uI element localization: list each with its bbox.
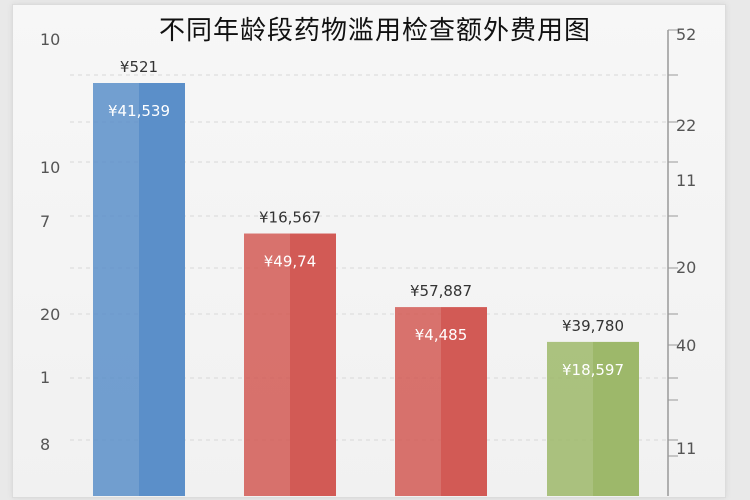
bar <box>593 341 639 496</box>
bar-inner-label: ¥41,539 <box>108 102 170 120</box>
bar-inner-label: ¥4,485 <box>415 326 468 344</box>
left-tick-label: 1 <box>40 368 51 387</box>
bar <box>441 307 487 496</box>
right-tick-label: 22 <box>676 116 697 135</box>
bar <box>290 233 336 496</box>
left-tick-label: 8 <box>40 435 51 454</box>
bar-group: ¥521 ¥41,539 <box>93 58 185 496</box>
right-tick-label: 52 <box>676 25 697 44</box>
left-tick-label: 10 <box>40 158 61 177</box>
left-tick-label: 20 <box>40 305 61 324</box>
bar-inner-label: ¥49,74 <box>264 253 317 271</box>
bar-group: ¥16,567 ¥49,74 <box>244 209 336 496</box>
right-tick-label: 11 <box>676 439 697 458</box>
bar-shade <box>93 83 139 496</box>
left-tick-label: 7 <box>40 212 51 231</box>
bar-value-label: ¥57,887 <box>410 282 472 300</box>
bar-value-label: ¥16,567 <box>259 209 321 227</box>
chart-title: 不同年龄段药物滥用检查额外费用图 <box>158 16 591 46</box>
bar-shade <box>547 341 593 496</box>
bar-group: ¥57,887 ¥4,485 <box>395 282 487 496</box>
right-tick-label: 40 <box>676 336 697 355</box>
bar-value-label: ¥521 <box>120 58 158 76</box>
bar-group: ¥39,780 ¥18,597 <box>547 317 639 496</box>
right-tick-label: 11 <box>676 171 697 190</box>
bar <box>139 83 185 496</box>
left-tick-label: 10 <box>40 30 61 49</box>
bar-inner-label: ¥18,597 <box>562 361 624 379</box>
right-tick-label: 20 <box>676 258 697 277</box>
bar-value-label: ¥39,780 <box>562 317 624 335</box>
bar-shade <box>395 307 441 496</box>
bar-shade <box>244 233 290 496</box>
